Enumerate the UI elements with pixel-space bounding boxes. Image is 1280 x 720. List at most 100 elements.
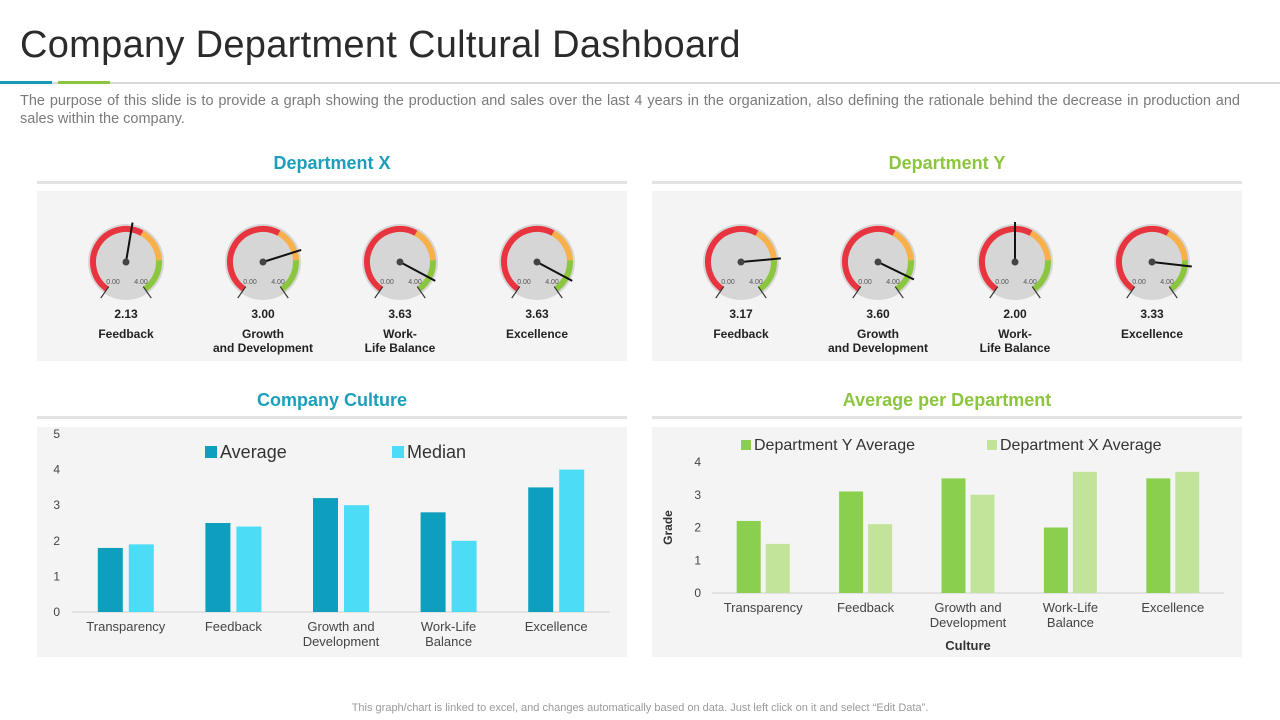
gauge-hub — [737, 258, 745, 266]
bar-department-x-average — [868, 524, 893, 593]
gauge-green-band — [143, 260, 162, 292]
bar-department-x-average — [1072, 471, 1097, 593]
gauge-value: 3.17 — [729, 307, 753, 321]
gauge-min-label: 0.00 — [380, 279, 394, 286]
bar-average — [420, 512, 446, 612]
gauge-min-label: 0.00 — [243, 279, 257, 286]
gauge-label: Work- Life Balance — [364, 327, 436, 355]
dept-x-gauge-panel: 0.00 4.00 2.13 Feedback 0.00 4.00 3.00 Gro… — [37, 191, 627, 361]
gauge-dept-y-excellence: 0.00 4.00 3.33 Excellence — [1097, 219, 1207, 379]
legend-label: Department Y Average — [754, 437, 915, 454]
gauge-needle — [877, 261, 915, 281]
gauge-label: Excellence — [1120, 327, 1184, 341]
y-tick-label: 4 — [53, 463, 60, 477]
gauge-hub — [874, 258, 882, 266]
gauge-orange-band — [140, 230, 162, 261]
title-accent-blue — [0, 81, 52, 84]
gauge-needle — [262, 249, 302, 263]
gauge-max-label: 4.00 — [408, 279, 422, 286]
gauge-needle — [125, 222, 134, 263]
bar-department-y-average — [736, 520, 761, 593]
legend-swatch — [392, 446, 404, 458]
gauge-orange-band — [755, 230, 777, 261]
gauge-min-label: 0.00 — [1132, 279, 1146, 286]
gauge-max-label: 4.00 — [886, 279, 900, 286]
bar-average — [528, 487, 554, 612]
gauge-needle — [399, 261, 436, 282]
gauge-label: Excellence — [505, 327, 569, 341]
y-tick-label: 2 — [694, 521, 701, 535]
gauge-needle — [740, 257, 781, 263]
gauge-dial: 0.00 4.00 — [362, 224, 438, 300]
gauge-hub — [1148, 258, 1156, 266]
gauge-dial: 0.00 4.00 — [977, 222, 1053, 300]
gauge-end-tick — [757, 286, 767, 299]
legend-swatch — [987, 440, 997, 450]
y-tick-label: 1 — [53, 569, 60, 583]
gauge-end-tick — [852, 286, 862, 299]
y-tick-label: 3 — [694, 488, 701, 502]
x-tick-label: Development — [930, 615, 1007, 630]
gauge-green-band — [417, 260, 436, 292]
legend-swatch — [205, 446, 217, 458]
gauge-hub — [533, 258, 541, 266]
avg-per-dept-chart: 0 1 2 3 4 Transparency Feedback Growth andDevel… — [661, 437, 1224, 653]
x-tick-label: Excellence — [525, 619, 588, 634]
bar-department-x-average — [765, 543, 790, 593]
company-culture-chart: 0 1 2 3 4 5 Transparency Feedback Growth andDeve… — [53, 427, 610, 649]
gauge-end-tick — [416, 286, 426, 299]
gauge-label: Growth and Development — [212, 327, 314, 355]
bar-median — [559, 469, 585, 612]
gauge-value: 3.00 — [251, 307, 275, 321]
y-tick-label: 4 — [694, 455, 701, 469]
bar-average — [205, 523, 231, 612]
gauge-end-tick — [553, 286, 563, 299]
gauge-min-label: 0.00 — [995, 279, 1009, 286]
dept-x-divider — [37, 181, 627, 184]
gauge-min-label: 0.00 — [858, 279, 872, 286]
gauge-red-band — [501, 226, 555, 292]
gauge-value: 3.33 — [1140, 307, 1164, 321]
gauge-dept-x-growth: 0.00 4.00 3.00 Growth and Development — [208, 219, 318, 379]
bar-average — [313, 498, 338, 612]
bar-average — [97, 547, 123, 612]
gauge-hub — [1011, 258, 1019, 266]
company-culture-title: Company Culture — [256, 390, 407, 410]
gauge-green-band — [758, 260, 777, 292]
gauge-dept-y-work-life: 0.00 4.00 2.00 Work- Life Balance — [960, 219, 1070, 379]
dept-y-gauge-panel: 0.00 4.00 3.17 Feedback 0.00 4.00 3.60 Gro… — [652, 191, 1242, 361]
gauge-dept-x-work-life: 0.00 4.00 3.63 Work- Life Balance — [345, 219, 455, 379]
gauge-dial: 0.00 4.00 — [88, 222, 164, 300]
gauge-orange-band — [892, 230, 914, 261]
gauge-orange-band — [277, 230, 299, 261]
gauge-red-band — [1116, 226, 1170, 292]
legend-label: Average — [220, 442, 287, 462]
gauge-end-tick — [1168, 286, 1178, 299]
x-tick-label: Balance — [1047, 615, 1094, 630]
gauge-red-band — [90, 226, 144, 292]
gauge-label: Feedback — [98, 327, 154, 341]
x-tick-label: Development — [303, 634, 380, 649]
bar-median — [236, 526, 262, 612]
y-tick-label: 3 — [53, 498, 60, 512]
legend-label: Median — [407, 442, 466, 462]
y-axis-title: Grade — [661, 510, 675, 545]
bar-department-x-average — [1175, 471, 1200, 593]
gauge-label: Feedback — [713, 327, 769, 341]
gauge-end-tick — [142, 286, 152, 299]
bar-median — [128, 544, 154, 612]
gauge-end-tick — [1126, 286, 1136, 299]
gauge-max-label: 4.00 — [749, 279, 763, 286]
gauge-end-tick — [279, 286, 289, 299]
gauge-max-label: 4.00 — [545, 279, 559, 286]
x-tick-label: Growth and — [934, 600, 1001, 615]
gauge-min-label: 0.00 — [517, 279, 531, 286]
gauge-green-band — [1169, 260, 1188, 292]
bar-median — [451, 540, 477, 612]
gauge-hub — [396, 258, 404, 266]
gauge-red-band — [979, 226, 1033, 292]
gauge-end-tick — [374, 286, 384, 299]
gauge-dial: 0.00 4.00 — [225, 224, 302, 300]
page-description: The purpose of this slide is to provide … — [20, 93, 1240, 127]
x-tick-label: Transparency — [86, 619, 165, 634]
